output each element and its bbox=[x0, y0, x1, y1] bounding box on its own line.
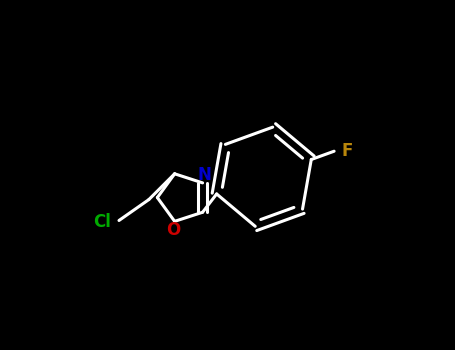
Text: Cl: Cl bbox=[93, 213, 111, 231]
Text: N: N bbox=[197, 166, 211, 184]
Text: O: O bbox=[166, 221, 180, 239]
Text: F: F bbox=[342, 142, 353, 160]
